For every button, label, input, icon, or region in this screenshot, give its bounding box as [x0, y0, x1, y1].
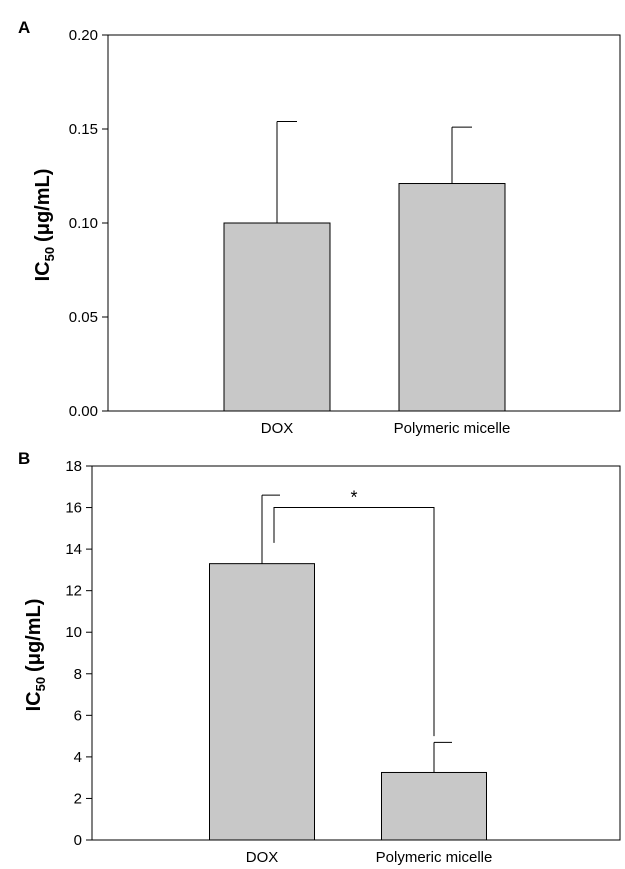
- plot-frame-b: [91, 465, 621, 841]
- category-label-b-1: Polymeric micelle: [376, 849, 493, 866]
- panel-letter-b: B: [18, 449, 30, 468]
- category-label-a-1: Polymeric micelle: [394, 420, 511, 437]
- y-tick-label-a-1: 0.05: [69, 309, 98, 326]
- panel-b: B IC50(μg/mL) 0 2 4 6 8 10 12 14 16 18 DOX Polymeri…: [18, 449, 621, 866]
- y-tick-label-b-3: 6: [74, 707, 82, 724]
- panel-a: A IC50(μg/mL) 0.00 0.05 0.10 0.15 0.20 DOX Pol…: [18, 18, 621, 437]
- significance-bracket: [273, 507, 435, 737]
- y-tick-label-b-2: 4: [74, 749, 82, 766]
- y-tick-label-b-6: 12: [65, 583, 82, 600]
- bar-a-0: [223, 222, 331, 412]
- y-tick-label-b-1: 2: [74, 790, 82, 807]
- y-tick-label-b-9: 18: [65, 458, 82, 475]
- y-axis-label-b: IC50(μg/mL): [23, 599, 48, 712]
- category-label-a-0: DOX: [261, 420, 294, 437]
- y-axis-label-a: IC50(μg/mL): [32, 169, 57, 282]
- category-label-b-0: DOX: [246, 849, 279, 866]
- y-tick-label-b-7: 14: [65, 541, 82, 558]
- significance-marker: *: [350, 488, 357, 508]
- bar-b-1: [381, 771, 487, 841]
- plot-frame-a: [107, 34, 621, 412]
- y-tick-label-a-2: 0.10: [69, 215, 98, 232]
- y-tick-label-b-5: 10: [65, 624, 82, 641]
- bar-a-1: [398, 183, 506, 412]
- y-tick-label-a-3: 0.15: [69, 121, 98, 138]
- y-tick-label-b-0: 0: [74, 832, 82, 849]
- y-tick-label-a-4: 0.20: [69, 27, 98, 44]
- y-tick-label-b-8: 16: [65, 500, 82, 517]
- bar-b-0: [209, 563, 315, 841]
- y-tick-label-a-0: 0.00: [69, 403, 98, 420]
- y-tick-label-b-4: 8: [74, 666, 82, 683]
- panel-letter-a: A: [18, 18, 30, 37]
